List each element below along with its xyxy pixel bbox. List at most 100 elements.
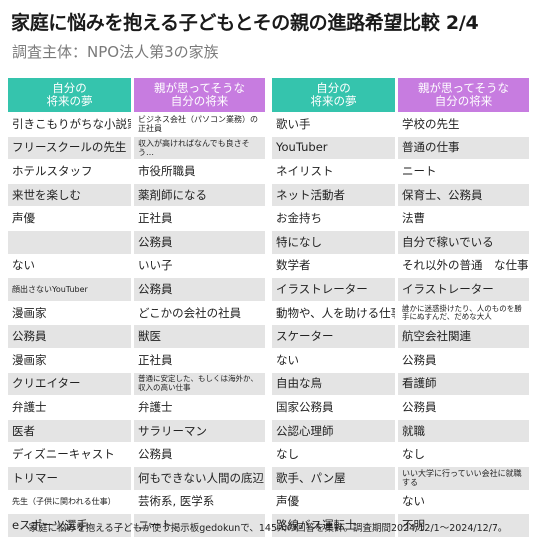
parent-expectation-cell: それ以外の普通 な仕事: [398, 253, 529, 278]
page-title: 家庭に悩みを抱える子どもとその親の進路希望比較 2/4: [11, 12, 479, 34]
parent-expectation-cell: なし: [398, 442, 529, 466]
parent-expectation-cell: 薬剤師になる: [134, 182, 265, 207]
parent-expectation-cell: 航空会社関連: [398, 324, 529, 348]
parent-expectation-cell: 公務員: [134, 229, 265, 254]
table-row: お金持ち 法曹: [272, 206, 529, 230]
table-row: 漫画家 どこかの会社の社員: [8, 300, 265, 325]
table-row: フリースクールの先生 収入が高ければなんでも良さそう…: [8, 135, 265, 160]
child-dream-cell: ネット活動者: [272, 182, 398, 207]
parent-expectation-cell: サラリーマン: [134, 418, 265, 443]
table-row: ホテルスタッフ 市役所職員: [8, 159, 265, 183]
table-header-row: 自分の 将来の夢 親が思ってそうな 自分の将来: [8, 78, 265, 112]
table-row: なし なし: [272, 442, 529, 466]
parent-expectation-cell: 獣医: [134, 324, 265, 348]
child-dream-cell: 特になし: [272, 229, 398, 254]
child-dream-cell: YouTuber: [272, 135, 398, 160]
table-row: 声優 正社員: [8, 206, 265, 230]
table-row: 歌手、パン屋 いい大学に行っていい会社に就職する: [272, 465, 529, 490]
table-row: ネット活動者 保育士、公務員: [272, 182, 529, 207]
table-row: ネイリスト ニート: [272, 159, 529, 183]
child-dream-cell: 自由な鳥: [272, 371, 398, 396]
parent-expectation-cell: ビジネス会社（パソコン業務）の正社員: [134, 112, 265, 136]
table-row: 路線バス運転士 不明: [272, 513, 529, 537]
parent-expectation-cell: イラストレーター: [398, 277, 529, 301]
parent-expectation-cell: 普通の仕事: [398, 135, 529, 160]
child-dream-cell: なし: [272, 442, 398, 466]
child-dream-cell: 数学者: [272, 253, 398, 278]
child-dream-cell: eスポーツ選手: [8, 513, 134, 537]
child-dream-cell: 先生（子供に関われる仕事）: [8, 489, 134, 514]
child-dream-cell: 声優: [272, 489, 398, 514]
parent-expectation-cell: 正社員: [134, 206, 265, 230]
parent-expectation-cell: 公務員: [398, 395, 529, 419]
parent-expectation-cell: 法曹: [398, 206, 529, 230]
parent-expectation-cell: 就職: [398, 418, 529, 443]
parent-expectation-cell: いい子: [134, 253, 265, 278]
child-dream-cell: 顔出さないYouTuber: [8, 277, 134, 301]
child-dream-cell: 医者: [8, 418, 134, 443]
table-row: 特になし 自分で稼いでいる: [272, 229, 529, 254]
child-dream-cell: 路線バス運転士: [272, 513, 398, 537]
parent-expectation-cell: 保育士、公務員: [398, 182, 529, 207]
table-row: 自由な鳥 看護師: [272, 371, 529, 396]
child-dream-cell: ネイリスト: [272, 159, 398, 183]
parent-expectation-cell: 自分で稼いでいる: [398, 229, 529, 254]
child-dream-cell: トリマー: [8, 465, 134, 490]
parent-expectation-cell: 何もできない人間の底辺: [134, 465, 265, 490]
parent-expectation-cell: 収入が高ければなんでも良さそう…: [134, 135, 265, 160]
table-row: 顔出さないYouTuber 公務員: [8, 277, 265, 301]
table-row: 歌い手 学校の先生: [272, 112, 529, 136]
table-row: スケーター 航空会社関連: [272, 324, 529, 348]
parent-expectation-cell: 普通に安定した、もしくは海外か、収入の高い仕事: [134, 371, 265, 396]
child-dream-cell: フリースクールの先生: [8, 135, 134, 160]
child-dream-cell: 弁護士: [8, 395, 134, 419]
parent-expectation-cell: ニート: [134, 513, 265, 537]
table-row: 公務員 獣医: [8, 324, 265, 348]
child-dream-cell: 声優: [8, 206, 134, 230]
parent-expectation-cell: いい大学に行っていい会社に就職する: [398, 465, 529, 490]
child-dream-header: 自分の 将来の夢: [8, 78, 134, 112]
parent-expectation-cell: 市役所職員: [134, 159, 265, 183]
child-dream-cell: 動物や、人を助ける仕事: [272, 300, 398, 325]
table-row: ディズニーキャスト 公務員: [8, 442, 265, 466]
parent-expectation-cell: 看護師: [398, 371, 529, 396]
parent-expectation-cell: 弁護士: [134, 395, 265, 419]
comparison-table-left: 自分の 将来の夢 親が思ってそうな 自分の将来 引きこもりがちな小説家 ビジネス会社（…: [8, 78, 265, 537]
child-dream-cell: 漫画家: [8, 300, 134, 325]
child-dream-cell: イラストレーター: [272, 277, 398, 301]
parent-expectation-cell: 公務員: [398, 347, 529, 372]
child-dream-cell: ホテルスタッフ: [8, 159, 134, 183]
table-header-row: 自分の 将来の夢 親が思ってそうな 自分の将来: [272, 78, 529, 112]
parent-expectation-cell: 公務員: [134, 277, 265, 301]
parent-expectation-cell: 公務員: [134, 442, 265, 466]
parent-expectation-cell: 正社員: [134, 347, 265, 372]
parent-expectation-header: 親が思ってそうな 自分の将来: [398, 78, 529, 112]
child-dream-cell: クリエイター: [8, 371, 134, 396]
child-dream-cell: ない: [272, 347, 398, 372]
table-row: YouTuber 普通の仕事: [272, 135, 529, 160]
parent-expectation-cell: ない: [398, 489, 529, 514]
table-row: ない いい子: [8, 253, 265, 278]
child-dream-cell: [8, 229, 134, 254]
child-dream-cell: 来世を楽しむ: [8, 182, 134, 207]
page-subtitle: 調査主体：NPO法人第3の家族: [12, 43, 219, 61]
parent-expectation-cell: どこかの会社の社員: [134, 300, 265, 325]
child-dream-cell: 国家公務員: [272, 395, 398, 419]
child-dream-cell: 公務員: [8, 324, 134, 348]
table-row: イラストレーター イラストレーター: [272, 277, 529, 301]
table-row: 来世を楽しむ 薬剤師になる: [8, 182, 265, 207]
child-dream-cell: ない: [8, 253, 134, 278]
parent-expectation-cell: 芸術系, 医学系: [134, 489, 265, 514]
child-dream-cell: ディズニーキャスト: [8, 442, 134, 466]
child-dream-header: 自分の 将来の夢: [272, 78, 398, 112]
table-row: eスポーツ選手 ニート: [8, 513, 265, 537]
comparison-table-right: 自分の 将来の夢 親が思ってそうな 自分の将来 歌い手 学校の先生 YouTuber 普通…: [272, 78, 529, 537]
table-row: 声優 ない: [272, 489, 529, 514]
child-dream-cell: 歌手、パン屋: [272, 465, 398, 490]
table-row: 国家公務員 公務員: [272, 395, 529, 419]
child-dream-cell: スケーター: [272, 324, 398, 348]
table-row: トリマー 何もできない人間の底辺: [8, 465, 265, 490]
footnote: 家庭に悩みを抱える子どもが使う掲示板gedokunで、145人の回答を集計。調査…: [28, 523, 508, 534]
table-row: 公務員: [8, 229, 265, 254]
child-dream-cell: 漫画家: [8, 347, 134, 372]
